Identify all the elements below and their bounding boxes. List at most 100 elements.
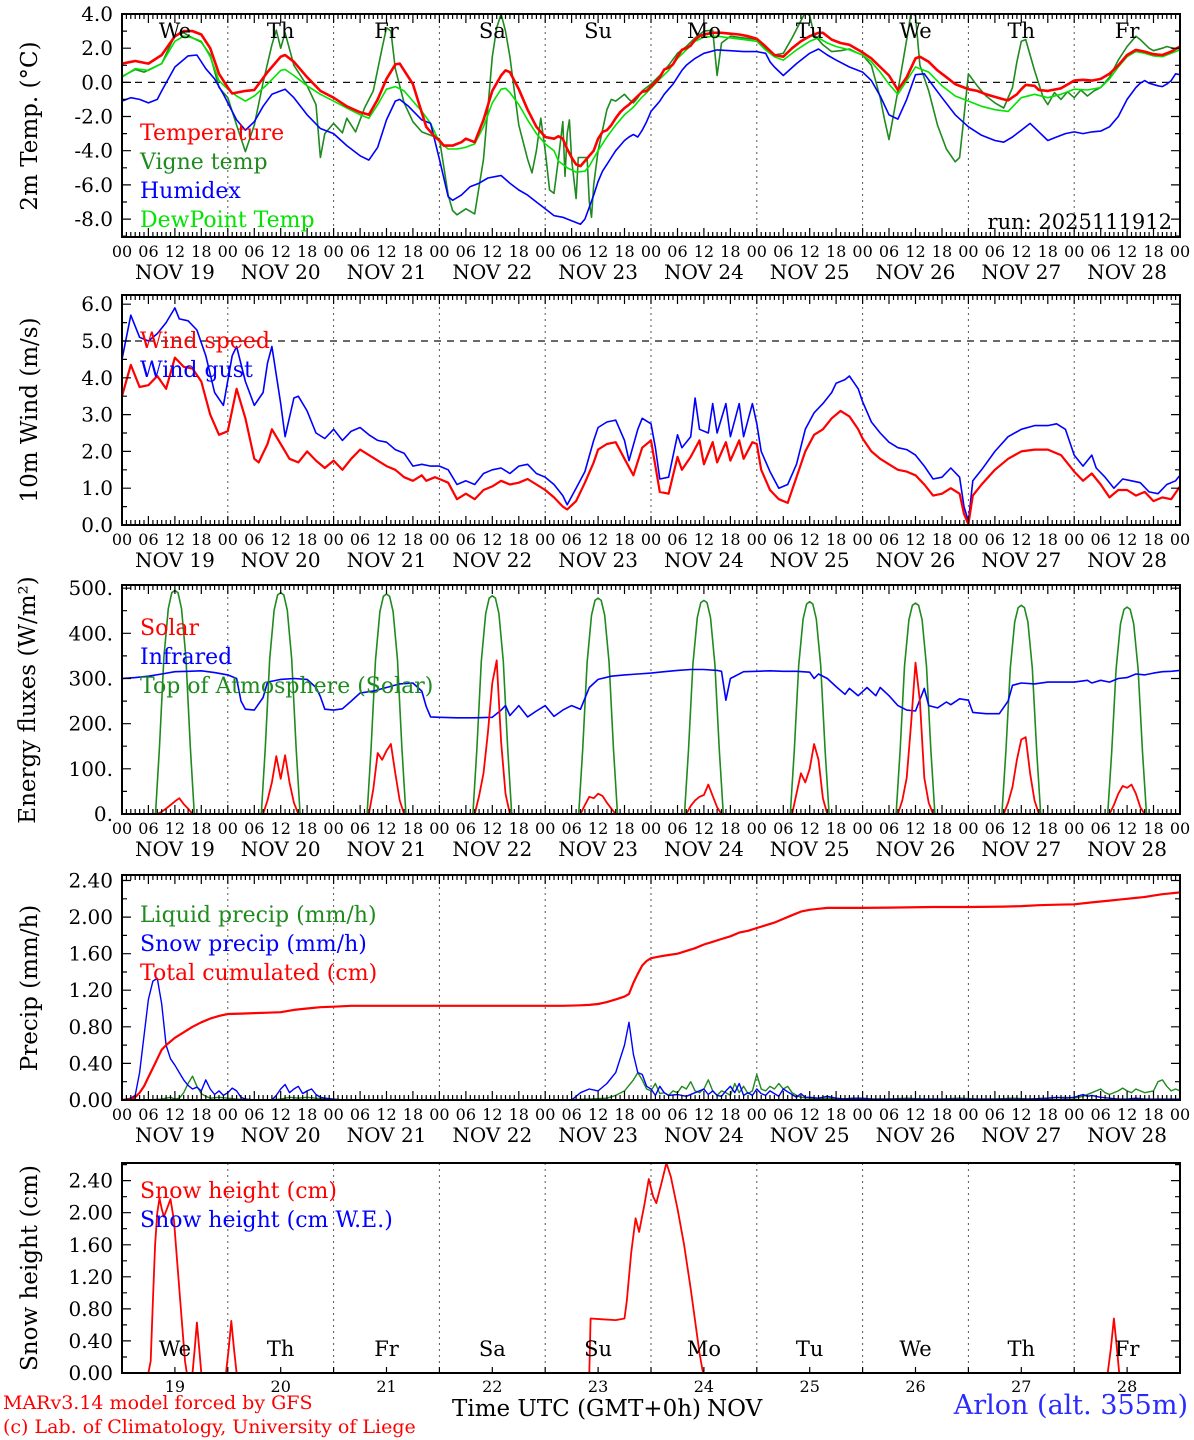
y-tick-label: 0.40 xyxy=(68,1051,113,1075)
hour-label: 12 xyxy=(588,1105,608,1124)
date-label: NOV 25 xyxy=(770,548,850,572)
hour-label: 00 xyxy=(323,819,343,838)
hour-label: 18 xyxy=(720,1105,740,1124)
y-tick-label: -8.0 xyxy=(74,207,113,231)
hour-label: 00 xyxy=(1170,1105,1190,1124)
hour-label: 12 xyxy=(588,530,608,549)
y-tick-label: 1.60 xyxy=(68,942,113,966)
hour-label: 00 xyxy=(112,1105,132,1124)
hour-label: 06 xyxy=(667,1105,687,1124)
hour-label: 12 xyxy=(376,819,396,838)
hour-label: 06 xyxy=(985,242,1005,261)
hour-label: 18 xyxy=(191,819,211,838)
hour-label: 06 xyxy=(773,819,793,838)
y-tick-label: 2.0 xyxy=(81,36,113,60)
date-label: NOV 26 xyxy=(876,260,956,284)
day-name-label: Mo xyxy=(687,19,721,43)
hour-label: 18 xyxy=(826,530,846,549)
series-humidex xyxy=(121,48,1181,225)
hour-label: 06 xyxy=(773,530,793,549)
hour-label: 06 xyxy=(456,242,476,261)
energy-legend: Solar Infrared Top of Atmosphere (Solar) xyxy=(140,614,433,701)
day-name-label: Th xyxy=(1008,19,1036,43)
hour-label: 12 xyxy=(376,1105,396,1124)
hour-label: 18 xyxy=(509,242,529,261)
hour-label: 06 xyxy=(985,530,1005,549)
hour-label: 06 xyxy=(879,1105,899,1124)
hour-label: 12 xyxy=(694,242,714,261)
day-name-label: Th xyxy=(267,1337,295,1361)
hour-label: 00 xyxy=(1064,242,1084,261)
hour-label: 18 xyxy=(1143,242,1163,261)
hour-label: 18 xyxy=(1038,819,1058,838)
hour-label: 12 xyxy=(1011,530,1031,549)
hour-label: 12 xyxy=(482,530,502,549)
y-tick-label: 1.20 xyxy=(68,1265,113,1289)
y-tick-label: 1.20 xyxy=(68,978,113,1002)
hour-label: 00 xyxy=(535,530,555,549)
date-label: NOV 20 xyxy=(241,837,321,861)
hour-label: 18 xyxy=(509,530,529,549)
date-label: NOV 19 xyxy=(135,548,215,572)
hour-label: 12 xyxy=(800,242,820,261)
legend-snow-height: Snow height (cm) xyxy=(140,1179,337,1204)
y-tick-label: -4.0 xyxy=(74,139,113,163)
hour-label: 12 xyxy=(905,242,925,261)
hour-label: 18 xyxy=(403,530,423,549)
hour-label: 06 xyxy=(773,242,793,261)
y-tick-label: 0.80 xyxy=(68,1015,113,1039)
legend-snow-precip: Snow precip (mm/h) xyxy=(140,932,367,957)
date-label: NOV 24 xyxy=(664,260,744,284)
date-label: NOV 26 xyxy=(876,1123,956,1147)
hour-label: 06 xyxy=(456,1105,476,1124)
hour-label: 00 xyxy=(641,819,661,838)
hour-label: 12 xyxy=(1117,1105,1137,1124)
hour-label: 06 xyxy=(561,1105,581,1124)
series-temperature xyxy=(121,29,1181,168)
hour-label: 12 xyxy=(1117,242,1137,261)
hour-label: 06 xyxy=(350,530,370,549)
hour-label: 00 xyxy=(958,530,978,549)
hour-label: 00 xyxy=(218,819,238,838)
energy-axis-title: Energy fluxes (W/m²) xyxy=(15,576,41,824)
date-label: NOV 21 xyxy=(347,548,427,572)
hour-label: 06 xyxy=(561,819,581,838)
hour-label: 00 xyxy=(852,242,872,261)
hour-label: 18 xyxy=(1038,1105,1058,1124)
hour-label: 06 xyxy=(244,819,264,838)
hour-label: 00 xyxy=(747,819,767,838)
hour-label: 18 xyxy=(297,242,317,261)
day-number-label: 24 xyxy=(694,1377,714,1396)
day-name-label: Th xyxy=(267,19,295,43)
date-label: NOV 28 xyxy=(1087,837,1167,861)
legend-humidex: Humidex xyxy=(140,179,241,204)
hour-label: 00 xyxy=(1064,530,1084,549)
y-tick-label: 2.00 xyxy=(68,1201,113,1225)
date-label: NOV 25 xyxy=(770,260,850,284)
y-tick-label: 2.40 xyxy=(68,1169,113,1193)
hour-label: 18 xyxy=(1143,819,1163,838)
date-label: NOV 27 xyxy=(981,260,1061,284)
y-tick-label: -6.0 xyxy=(74,173,113,197)
hour-label: 12 xyxy=(1011,1105,1031,1124)
y-tick-label: 0.00 xyxy=(68,1361,113,1385)
date-label: NOV 27 xyxy=(981,548,1061,572)
date-label: NOV 23 xyxy=(558,837,638,861)
hour-label: 12 xyxy=(1117,819,1137,838)
hour-label: 18 xyxy=(826,1105,846,1124)
y-tick-label: 0.0 xyxy=(81,70,113,94)
wind-legend: Wind speed Wind gust xyxy=(140,327,270,385)
month-label: NOV xyxy=(707,1396,763,1422)
y-tick-label: 0. xyxy=(94,802,113,826)
hour-label: 06 xyxy=(985,819,1005,838)
snow-legend: Snow height (cm) Snow height (cm W.E.) xyxy=(140,1177,393,1235)
hour-label: 12 xyxy=(482,819,502,838)
hour-label: 12 xyxy=(694,530,714,549)
hour-label: 00 xyxy=(535,1105,555,1124)
hour-label: 12 xyxy=(800,819,820,838)
model-credit-line2: (c) Lab. of Climatology, University of L… xyxy=(3,1416,416,1438)
hour-label: 00 xyxy=(641,1105,661,1124)
hour-label: 06 xyxy=(138,530,158,549)
hour-label: 18 xyxy=(932,242,952,261)
hour-label: 00 xyxy=(535,242,555,261)
